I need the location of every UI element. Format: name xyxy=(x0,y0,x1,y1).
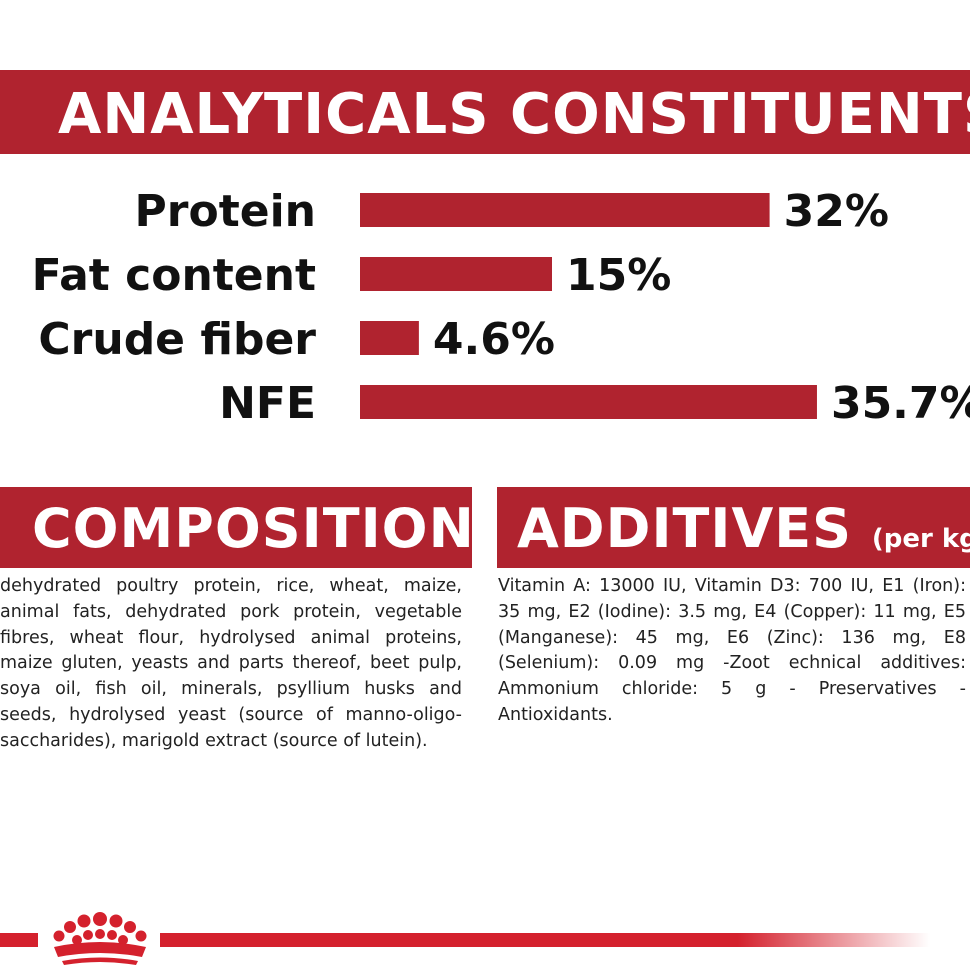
composition-text: dehydrated poultry protein, rice, wheat,… xyxy=(0,576,462,751)
composition-banner: COMPOSITION xyxy=(0,487,472,568)
value-label: 4.6% xyxy=(433,314,555,365)
value-label: 35.7% xyxy=(831,378,970,429)
category-label: Fat content xyxy=(32,250,316,301)
bar xyxy=(360,257,552,291)
footer xyxy=(0,905,970,971)
analyticals-title: ANALYTICALS CONSTITUENTS xyxy=(58,82,970,147)
footer-line-left xyxy=(0,933,38,947)
royal-canin-crown-icon xyxy=(53,912,147,965)
additives-banner: ADDITIVES (per kg) xyxy=(497,487,970,568)
value-label: 32% xyxy=(784,186,889,237)
analyticals-banner: ANALYTICALS CONSTITUENTS xyxy=(0,70,970,154)
bar xyxy=(360,385,817,419)
additives-text: Vitamin A: 13000 IU, Vitamin D3: 700 IU,… xyxy=(498,576,966,725)
additives-title: ADDITIVES xyxy=(517,497,853,560)
footer-line xyxy=(160,933,930,947)
value-label: 15% xyxy=(566,250,671,301)
category-label: Crude fiber xyxy=(38,314,316,365)
composition-title: COMPOSITION xyxy=(32,497,472,560)
additives-subtitle: (per kg) xyxy=(871,524,970,554)
bar xyxy=(360,321,419,355)
constituents-bar-chart: Protein 32% Fat content 15% Crude fiber 4.6% N… xyxy=(32,186,970,429)
category-label: NFE xyxy=(219,378,316,429)
bar xyxy=(360,193,770,227)
category-label: Protein xyxy=(135,186,316,237)
